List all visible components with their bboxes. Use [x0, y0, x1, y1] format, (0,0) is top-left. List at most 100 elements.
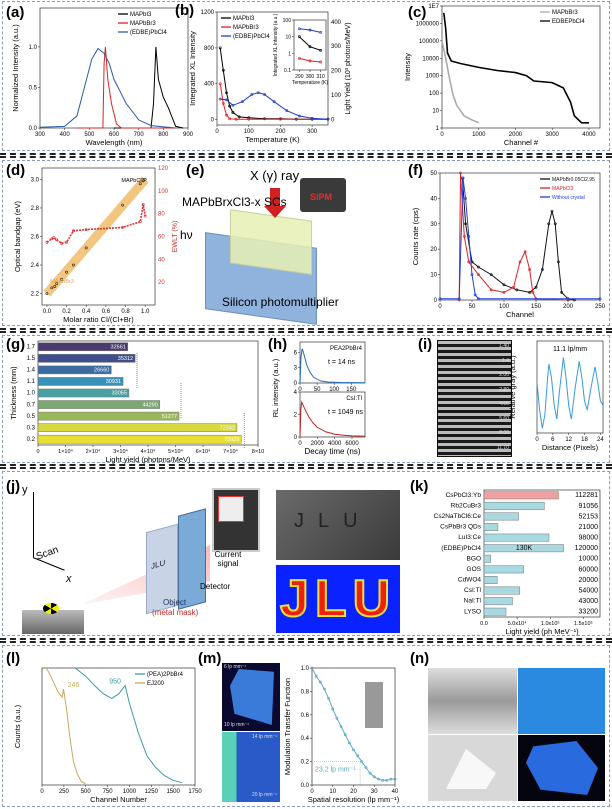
data-point: [461, 176, 465, 180]
crystal-photo-uv-2: [518, 735, 605, 801]
series-line-f: [440, 178, 600, 300]
object-label: Object: [163, 598, 187, 607]
annotation-mapbbr3: MAPbBr3: [50, 279, 74, 285]
y-axis-label: Optical bandgap (eV): [13, 201, 22, 272]
x-tick-label: 7×10⁴: [223, 448, 238, 455]
data-point: [298, 114, 301, 118]
y2-tick-label: 0: [331, 118, 335, 124]
data-point: [45, 240, 49, 244]
x-tick-label: 0.2: [62, 309, 71, 315]
xray-arrowhead-icon: [264, 206, 286, 218]
panel-label-a: (a): [6, 4, 25, 21]
bar-value-label: 21000: [579, 524, 599, 531]
series-line-a: [39, 47, 176, 129]
y-tick-label: 0.0: [301, 783, 310, 789]
y-axis-label: Thickness (mm): [9, 366, 18, 420]
data-point: [326, 117, 330, 121]
y-tick-label: 0: [211, 118, 215, 124]
y-tick-label: 6: [294, 350, 298, 356]
sample-label: CsI:Tl: [346, 396, 362, 402]
data-point: [512, 285, 516, 289]
crystal-label: MAPbBrxCl3-x SCs: [182, 195, 287, 209]
data-point: [319, 48, 323, 52]
y-tick-label: 40: [430, 196, 437, 202]
data-point: [143, 178, 147, 181]
panel-label-l: (l): [6, 650, 21, 667]
x-tick-label: 0: [535, 437, 539, 443]
xray-source: [22, 610, 84, 634]
target-bar-label: 1.40: [499, 343, 509, 349]
data-point: [143, 214, 147, 218]
peak-label: 950: [109, 679, 121, 686]
bar-k: [483, 576, 498, 584]
y-tick-label: 2.2: [31, 292, 40, 298]
hv-label: hν: [180, 228, 193, 242]
data-point: [553, 222, 557, 226]
series-line-h_bottom: [299, 400, 366, 438]
series-line-b_inset: [299, 57, 321, 63]
data-point: [221, 102, 225, 105]
x-tick-label: 3000: [546, 132, 560, 138]
mtf-image-label: 20 lp mm⁻¹: [252, 792, 277, 798]
x-tick-label: 1750: [188, 789, 202, 795]
legend-label: (PEA)2PbBr4: [147, 672, 184, 678]
row-divider: [0, 328, 612, 333]
x-tick-label: 1000: [123, 789, 137, 795]
data-point: [55, 238, 59, 242]
plot-frame-l: [41, 667, 196, 786]
x-tick-label: 0: [440, 132, 444, 138]
bar-g: [37, 388, 130, 398]
y-axis-label: Integrated XL Intensity (a.u.): [273, 13, 279, 76]
data-point: [557, 260, 560, 264]
x-tick-label: 4000: [582, 132, 596, 138]
plot-frame-h_top: [299, 341, 366, 384]
x-tick-label: 0: [438, 304, 442, 310]
legend-label: MAPbCl3: [552, 186, 573, 192]
x-tick-label: 100: [244, 129, 255, 135]
x-tick-label: 8×10: [252, 449, 264, 455]
mtf-image-top: [222, 663, 280, 731]
x-tick-label: 200: [563, 304, 574, 310]
data-point: [141, 179, 145, 183]
y-tick-label: 3: [294, 366, 298, 372]
data-point: [476, 273, 480, 277]
x-tick-label: 0.0: [480, 621, 488, 627]
category-label: 0.5: [27, 414, 36, 420]
data-point: [364, 766, 368, 769]
data-point: [84, 246, 88, 250]
data-point: [462, 235, 466, 238]
legend-label: MAPbI3: [233, 16, 255, 22]
data-point: [141, 203, 145, 206]
bar-k: [483, 523, 499, 531]
bar-g: [37, 342, 129, 352]
panel-label-e: (e): [186, 162, 205, 179]
panel-label-k: (k): [410, 478, 429, 495]
x-tick-label: 600: [109, 132, 120, 138]
x-tick-label: 0: [310, 789, 314, 795]
data-point: [225, 91, 228, 95]
data-point: [502, 283, 506, 287]
x-tick-label: 250: [59, 789, 70, 795]
y-axis-label: Intensity: [403, 53, 412, 81]
x-tick-label: 100: [329, 387, 340, 393]
bar-value-label: 10000: [579, 556, 599, 563]
y-tick-label: 10: [285, 35, 291, 41]
bar-k: [483, 597, 513, 606]
data-point: [502, 290, 506, 294]
y-tick-label: 0.2: [301, 760, 310, 766]
mtf-image-label: 14 lp mm⁻¹: [252, 734, 277, 740]
series-line-b_inset: [298, 36, 321, 51]
plot-frame-f: [439, 172, 601, 301]
x-tick-label: 300: [35, 132, 46, 138]
data-point: [385, 778, 389, 782]
y-tick-label: 4: [294, 390, 298, 396]
bar-value-label: 20000: [579, 577, 599, 584]
bar-value-label: 33200: [579, 609, 599, 616]
sipm-photo-label: SiPM: [310, 192, 333, 202]
xray-arrow-icon: [270, 188, 280, 208]
y-tick-label: 10: [430, 273, 437, 279]
bar-g: [37, 377, 124, 386]
decay-time-label: t = 1049 ns: [328, 409, 363, 416]
series-line-c: [443, 12, 589, 124]
data-point: [476, 297, 480, 301]
